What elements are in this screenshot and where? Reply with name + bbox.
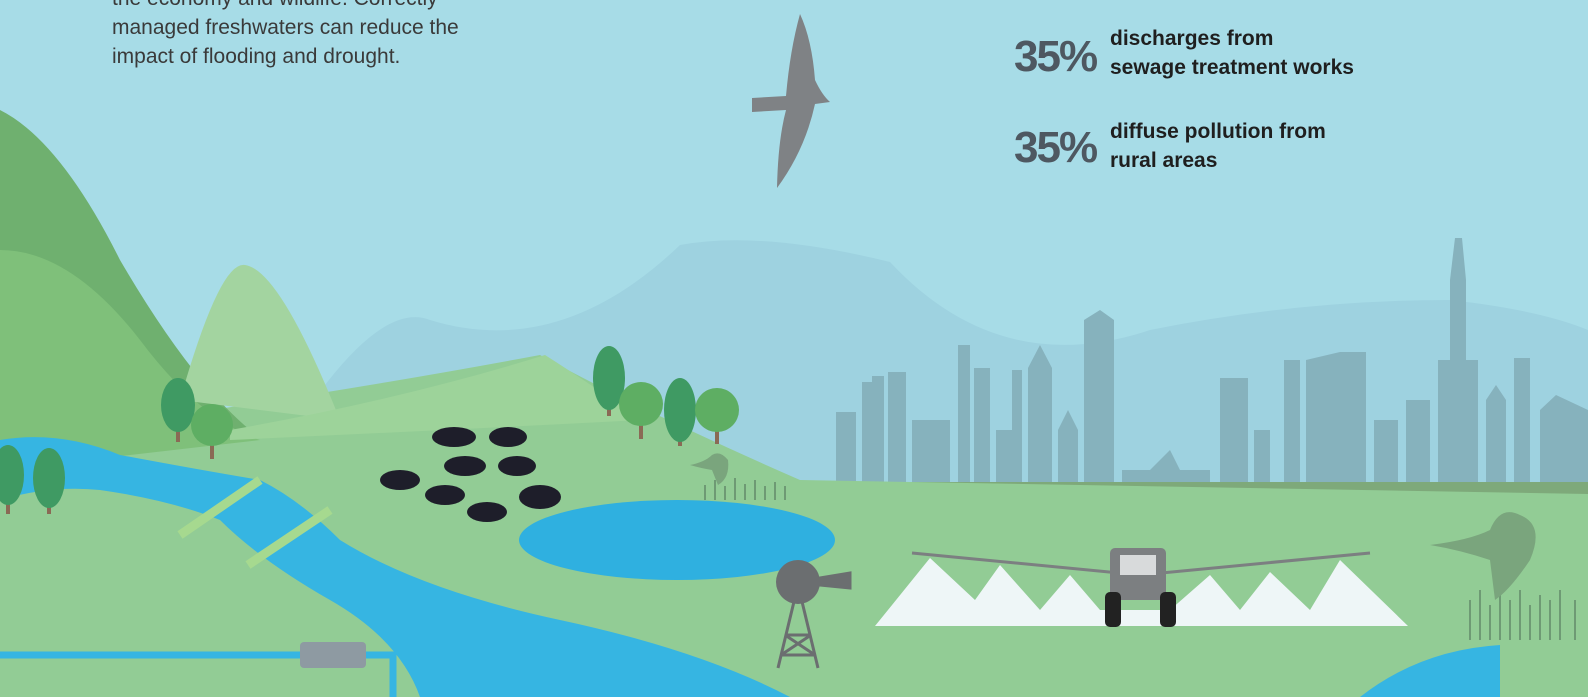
cows — [380, 427, 561, 522]
river — [1360, 645, 1500, 697]
stat-label: rural areas — [1110, 149, 1217, 172]
bridges — [177, 476, 333, 569]
hill — [230, 355, 640, 440]
bird — [752, 14, 830, 188]
stat-label: sewage treatment works — [1110, 56, 1354, 79]
trees — [0, 346, 739, 514]
stat-value: 35% — [1014, 123, 1097, 172]
sprayer — [875, 548, 1408, 627]
stat-label: discharges from — [1110, 27, 1273, 50]
stat-value: 35% — [1014, 32, 1097, 81]
windmill — [776, 560, 852, 669]
hill — [180, 264, 340, 420]
river — [0, 437, 790, 697]
reeds — [704, 478, 1576, 640]
lake — [519, 500, 835, 580]
intro-text: the economy and wildlife. Correctly — [112, 0, 438, 10]
intro-text: managed freshwaters can reduce the — [112, 16, 459, 39]
pump — [300, 642, 366, 668]
pipe — [0, 651, 397, 697]
heron — [1430, 512, 1536, 600]
heron — [690, 453, 729, 485]
stat-label: diffuse pollution from — [1110, 120, 1326, 143]
intro-text: impact of flooding and drought. — [112, 45, 400, 68]
